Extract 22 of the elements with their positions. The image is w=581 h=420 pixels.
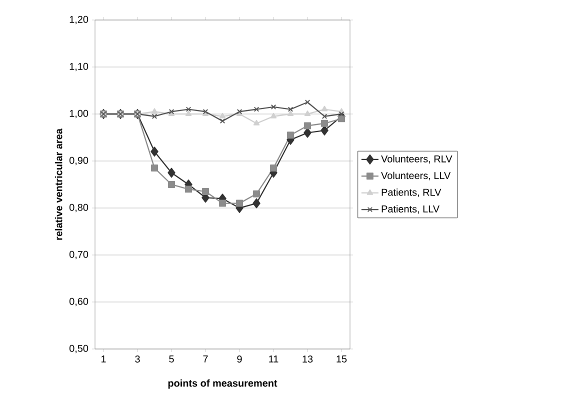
- x-tick-label: 11: [269, 356, 278, 362]
- x-tick-label: 5: [169, 356, 174, 362]
- y-tick-label: 0,70: [69, 250, 88, 260]
- legend-label: Volunteers, RLV: [381, 155, 452, 164]
- y-tick-label: 0,80: [69, 204, 88, 212]
- x-tick-label: 3: [135, 356, 140, 363]
- y-tick-label: 0,60: [69, 298, 88, 306]
- x-tick-label: 15: [336, 356, 347, 362]
- y-tick-label: 1,10: [70, 62, 88, 72]
- x-tick-label: 13: [302, 356, 313, 363]
- y-tick-label: 1,00: [70, 110, 88, 118]
- y-axis-title: relative ventricular area: [54, 128, 62, 240]
- legend-label: Volunteers, LLV: [381, 172, 451, 180]
- x-tick-label: 7: [203, 356, 208, 362]
- y-tick-label: 1,20: [70, 16, 88, 24]
- x-tick-label: 1: [101, 356, 106, 362]
- x-axis-title: points of measurement: [168, 379, 278, 389]
- y-tick-label: 0,90: [69, 156, 88, 166]
- x-tick-label: 9: [237, 356, 242, 363]
- legend-label: Patients, RLV: [382, 188, 442, 197]
- legend-label: Patients, LLV: [382, 205, 440, 214]
- y-tick-label: 0,50: [69, 344, 88, 354]
